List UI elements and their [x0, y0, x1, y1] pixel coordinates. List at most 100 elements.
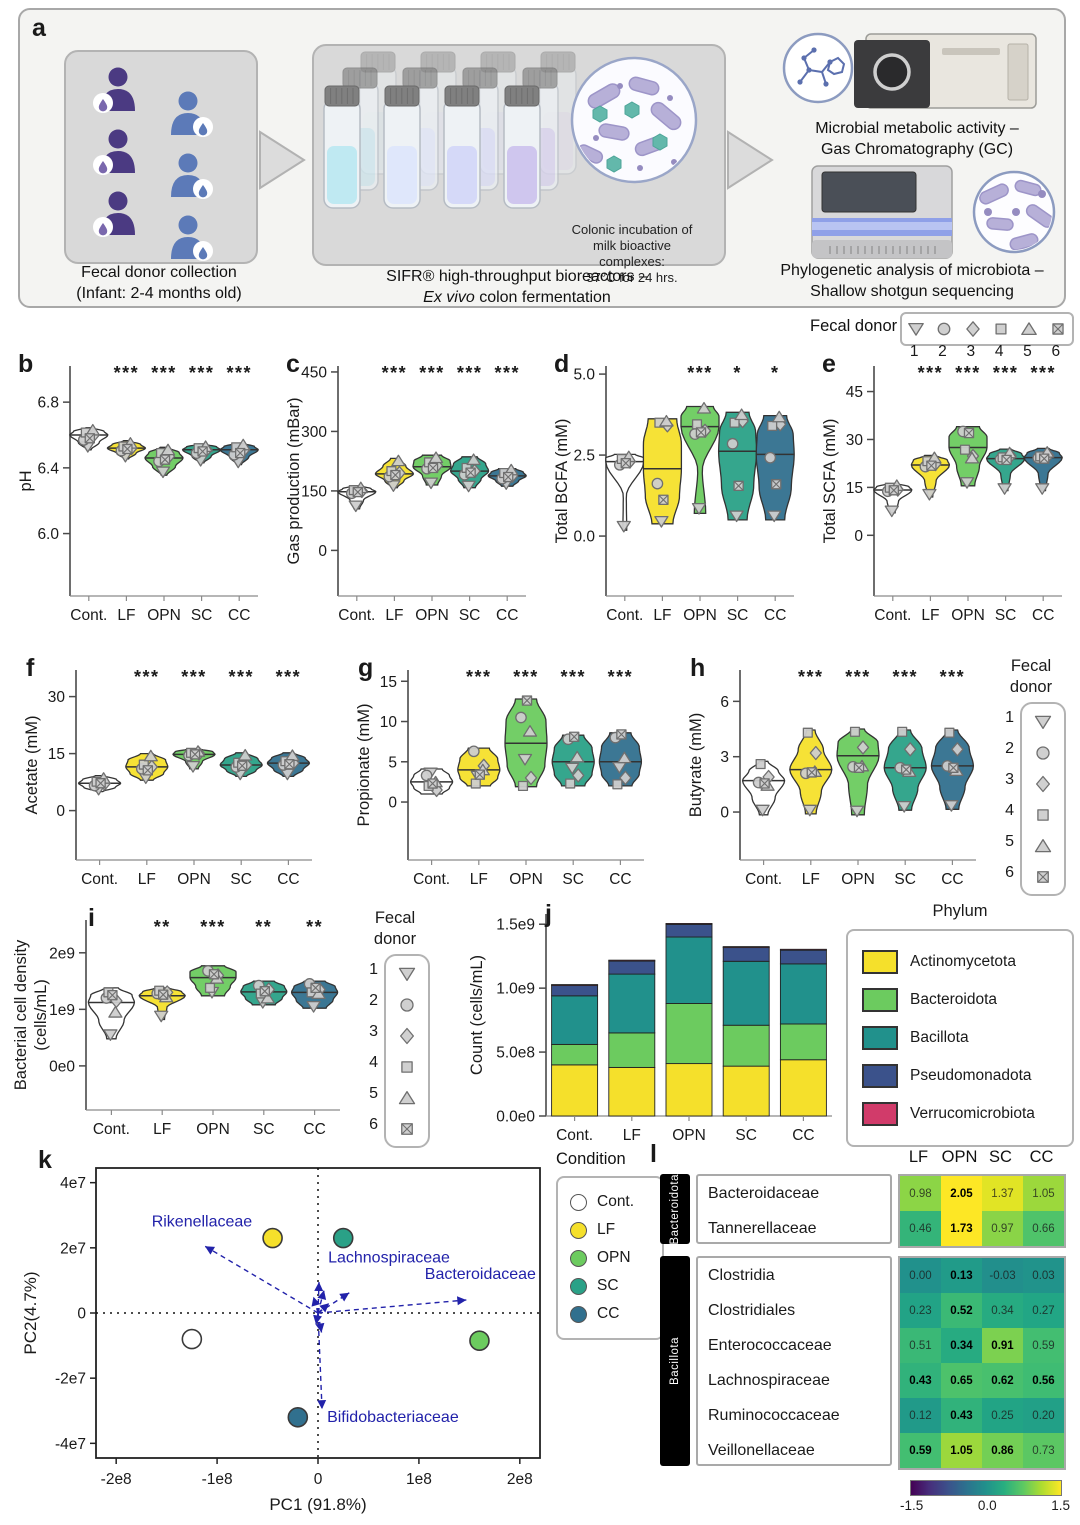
gc-side-panel [1007, 43, 1029, 101]
x-category-label: OPN [415, 607, 449, 624]
y-tick-label: 6.8 [37, 395, 59, 412]
person-head [108, 129, 128, 149]
donor-symbol-triangle-down [398, 967, 416, 981]
phylum-legend-entry: Actinomycetota [862, 943, 1058, 981]
significance-stars: *** [200, 917, 226, 937]
bioreactor-vials-icons [323, 51, 698, 209]
significance-stars: *** [457, 363, 483, 383]
heatmap-cell-block: 0.98 2.05 1.37 1.05 0.46 1.73 0.97 0.66 [898, 1174, 1066, 1248]
bar-seg-Actinomycetota [665, 1063, 713, 1117]
pca-point-OPN [469, 1330, 490, 1351]
loading-arrow-Bacteroidaceae [317, 1299, 467, 1314]
donor-symbol-x2 [390, 470, 401, 480]
donor-symbol-cell [908, 322, 925, 336]
heatmap-cell: 0.00 [900, 1258, 941, 1293]
heatmap-cell: 0.12 [900, 1398, 941, 1433]
donor-symbol-cell [1031, 737, 1055, 768]
colorbar-labels: -1.5 0.0 1.5 [900, 1498, 1070, 1513]
donor-symbol-x2 [474, 769, 485, 780]
donor-symbol-square [612, 779, 623, 790]
donor-number: 6 [1005, 863, 1014, 881]
panel-i-label: i [88, 904, 95, 932]
bar-seg-Actinomycetota [722, 1065, 770, 1117]
x-category-label: OPN [672, 1127, 706, 1144]
bacterium-rod [1025, 204, 1052, 228]
donor-symbol-diamond [856, 740, 870, 755]
panel-g-label: g [358, 654, 374, 682]
x-category-label: CC [1032, 607, 1054, 624]
x-category-label: CC [228, 607, 250, 624]
donor-symbol-triangle-up [1034, 838, 1052, 852]
donor-symbol-x2 [696, 427, 706, 438]
donor-people-icons [93, 67, 213, 261]
donor-symbol-triangle-down [729, 510, 744, 523]
significance-stars: * [771, 363, 780, 383]
y-axis-title: Bacterial cell density [12, 939, 30, 1090]
vial-cap [420, 51, 456, 73]
donor-symbol-x2 [401, 1122, 413, 1135]
x-category-label: SC [230, 871, 252, 888]
microbes [576, 76, 682, 173]
phylum-label: Verrucomicrobiota [910, 1105, 1035, 1122]
heatmap-cell: 0.43 [900, 1363, 941, 1398]
donor-number: 1 [1005, 708, 1014, 726]
vial-liquid [507, 146, 537, 204]
donor-symbol-cell [395, 1113, 419, 1144]
x-category-label: SC [459, 607, 481, 624]
significance-stars: *** [513, 667, 539, 687]
condition-label: CC [597, 1305, 620, 1322]
donor-number-row: 1 2 3 4 5 6 [900, 343, 1070, 361]
y-tick-label: 10 [380, 714, 398, 731]
heatmap-cell: 0.98 [900, 1176, 941, 1211]
bar-seg-Bacillota [665, 936, 713, 1004]
donor-number: 5 [1023, 343, 1032, 360]
bar-seg-Verrucomicrobiota [551, 984, 599, 987]
phylum-swatch [862, 1102, 898, 1126]
panel-j-label: j [545, 900, 552, 928]
bar-seg-Bacteroidota [779, 1023, 827, 1061]
donor-symbol-triangle-down [348, 500, 363, 513]
bioreactor-vial [383, 85, 421, 209]
x-category-label: OPN [196, 1121, 230, 1138]
phylum-label: Bacillota [910, 1029, 969, 1046]
donor-symbol-cell [395, 1082, 419, 1113]
violin-CC [755, 414, 795, 521]
donor-symbol-diamond [619, 770, 632, 786]
bar-seg-Bacteroidota [665, 1003, 713, 1065]
bar-seg-Actinomycetota [551, 1064, 599, 1117]
gc-caption-line1: Microbial metabolic activity – [815, 120, 1019, 137]
significance-stars: *** [382, 363, 408, 383]
panel-l-heatmap: LF OPN SC CC Bacteroidota Bacteroidaceae Tanne… [648, 1138, 1080, 1525]
bar-seg-Bacillota [722, 960, 770, 1026]
heatmap-row-label: Tannerellaceae [708, 1220, 817, 1237]
donor-number: 6 [1051, 343, 1061, 360]
donor-symbol-triangle-down [155, 466, 171, 479]
panel-e-label: e [822, 350, 836, 378]
donor-symbol-svg [1035, 775, 1051, 792]
heatmap-cell: 0.62 [982, 1363, 1023, 1398]
y-tick-label: 15 [846, 480, 863, 497]
donor-symbol-diamond [524, 770, 538, 786]
y-tick-label: 150 [301, 483, 327, 500]
donor-symbol-cell [1031, 830, 1055, 861]
vial-liquid [387, 146, 417, 204]
donor-side-box [1020, 702, 1066, 896]
fecal-donor-legend-side-1: Fecal donor 1 2 3 4 5 6 [988, 656, 1074, 906]
donor-symbol-x2 [1001, 454, 1012, 465]
loading-label-Bifidobacteriaceae: Bifidobacteriaceae [327, 1409, 459, 1426]
droplet [98, 223, 108, 236]
donor-symbol-square [470, 778, 481, 789]
x-category-label: CC [277, 871, 299, 888]
donor-symbol-square [204, 982, 216, 993]
donor-symbol-x2 [620, 458, 631, 469]
significance-stars: *** [608, 667, 634, 687]
heatmap-cell-block: 0.00 0.13 -0.03 0.03 0.23 0.52 0.34 0.27 0.51 0.3… [898, 1256, 1066, 1470]
donor-symbol-x2 [522, 695, 532, 706]
bioreactor-vial [503, 85, 541, 209]
bacterium-dot [1038, 190, 1046, 198]
x-category-label: SC [894, 871, 916, 888]
pca-point-LF [262, 1227, 283, 1249]
arrowhead-mini-2 [311, 1296, 321, 1307]
donor-symbol-triangle-up [391, 454, 406, 467]
colorbar-label: 1.5 [1051, 1498, 1070, 1513]
